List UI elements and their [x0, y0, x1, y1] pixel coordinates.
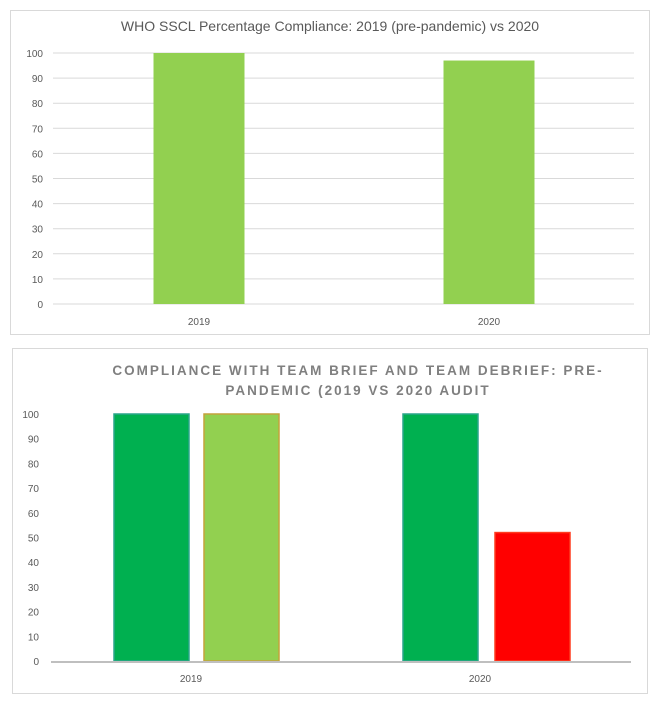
chart-team-brief-compliance: COMPLIANCE WITH TEAM BRIEF AND TEAM DEBR…: [12, 348, 648, 694]
y-tick-label: 40: [28, 558, 40, 569]
bar-2019: [153, 53, 245, 304]
y-tick-label: 10: [32, 275, 44, 286]
bar-team-debrief-2019: [203, 413, 280, 662]
bar-team-brief-2020: [402, 413, 479, 662]
chart-2-svg: COMPLIANCE WITH TEAM BRIEF AND TEAM DEBR…: [22, 363, 631, 685]
y-tick-label: 70: [32, 124, 44, 135]
y-tick-label: 40: [32, 200, 44, 211]
y-tick-label: 20: [28, 608, 40, 619]
y-tick-label: 70: [28, 484, 40, 495]
bar-2020: [443, 60, 535, 304]
x-tick-label: 2020: [469, 674, 492, 685]
y-tick-label: 100: [22, 410, 39, 421]
chart-1-svg: WHO SSCL Percentage Compliance: 2019 (pr…: [26, 18, 634, 328]
y-tick-label: 20: [32, 250, 44, 261]
chart-1-title: WHO SSCL Percentage Compliance: 2019 (pr…: [121, 18, 539, 34]
chart-who-sscl-compliance: WHO SSCL Percentage Compliance: 2019 (pr…: [10, 10, 650, 335]
y-tick-label: 50: [32, 175, 44, 186]
y-tick-label: 90: [28, 435, 40, 446]
y-tick-label: 80: [28, 459, 40, 470]
x-tick-label: 2019: [188, 317, 211, 328]
y-tick-label: 10: [28, 632, 40, 643]
y-tick-label: 100: [26, 49, 43, 60]
y-tick-label: 30: [28, 583, 40, 594]
bar-team-debrief-2020: [494, 531, 571, 662]
y-tick-label: 60: [32, 149, 44, 160]
y-tick-label: 0: [33, 657, 39, 668]
x-tick-label: 2019: [180, 674, 203, 685]
y-tick-label: 80: [32, 99, 44, 110]
y-tick-label: 30: [32, 225, 44, 236]
y-tick-label: 50: [28, 534, 40, 545]
y-tick-label: 60: [28, 509, 40, 520]
x-tick-label: 2020: [478, 317, 501, 328]
chart-2-title-line-1: COMPLIANCE WITH TEAM BRIEF AND TEAM DEBR…: [112, 363, 603, 378]
bar-team-brief-2019: [113, 413, 190, 662]
chart-2-title-line-2: PANDEMIC (2019 VS 2020 AUDIT: [225, 383, 490, 398]
y-tick-label: 0: [37, 300, 43, 311]
y-tick-label: 90: [32, 74, 44, 85]
